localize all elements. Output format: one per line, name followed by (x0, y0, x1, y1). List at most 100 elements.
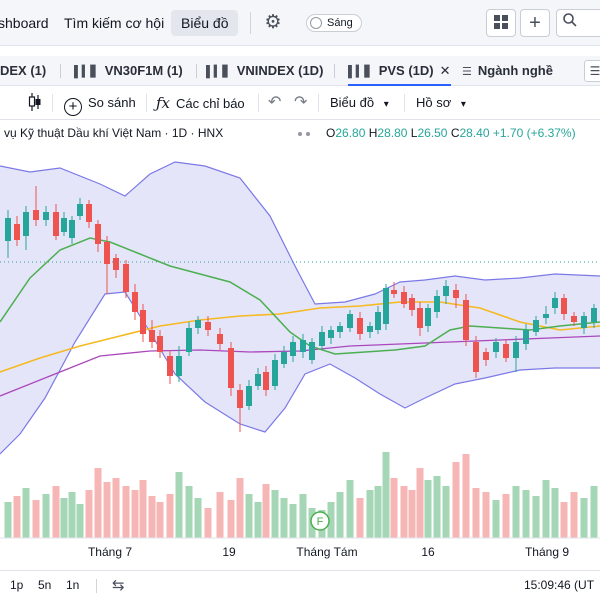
volume-bar (452, 462, 460, 538)
search-input[interactable] (556, 9, 600, 37)
x-tick-label: Tháng Tám (296, 545, 357, 559)
volume-bar (551, 488, 559, 538)
candle-body (43, 212, 49, 220)
volume-bar (271, 490, 279, 538)
candle-body (367, 326, 373, 332)
top-navigation: shboard Tìm kiếm cơ hội Biểu đồ ⚙ Sáng + (0, 0, 600, 46)
candle-body (337, 326, 343, 332)
candle-body (503, 344, 509, 358)
tab-label: Ngành nghề (477, 63, 553, 78)
tab-label: PVS (1D) (378, 63, 434, 78)
chart-bars-icon: ▌▍▋ (206, 66, 231, 78)
marker-label: F (317, 516, 324, 528)
candle-body (205, 322, 211, 330)
legend-dot (306, 132, 310, 136)
indicators-label: Các chỉ báo (176, 96, 245, 111)
add-icon[interactable]: + (520, 9, 550, 37)
bottom-separator (96, 579, 97, 593)
candle-body (228, 348, 234, 388)
toolbar-separator (52, 94, 53, 112)
nav-opportunity-search[interactable]: Tìm kiếm cơ hội (64, 15, 165, 31)
compare-button[interactable]: + So sánh (64, 86, 136, 120)
volume-bars (4, 452, 598, 538)
candle-body (309, 342, 315, 360)
gear-icon[interactable]: ⚙ (264, 12, 282, 33)
candle-body (149, 330, 155, 342)
compare-label: So sánh (88, 95, 136, 110)
volume-bar (103, 482, 111, 538)
volume-bar (131, 490, 139, 538)
chart-menu-button[interactable]: Biểu đồ ▾ (330, 86, 389, 120)
chart-menu-label: Biểu đồ (330, 95, 375, 110)
candle-body (443, 286, 449, 296)
candle-body (61, 218, 67, 232)
candle-body (591, 308, 597, 322)
add-circle-icon: + (64, 98, 82, 116)
undo-icon[interactable]: ↶ (268, 94, 282, 111)
candle-body (357, 318, 363, 334)
candle-body (328, 330, 334, 338)
timeframe-1n[interactable]: 1n (66, 578, 80, 592)
candle-style-icon[interactable] (28, 86, 42, 120)
candle-body (401, 292, 407, 304)
candle-body (53, 212, 59, 236)
candle-body (140, 310, 146, 334)
x-tick-label: 19 (222, 545, 236, 559)
toolbar-separator (146, 94, 147, 112)
volume-bar (32, 500, 40, 538)
date-range-icon[interactable]: ⇆ (112, 577, 125, 594)
candle-body (561, 298, 567, 314)
volume-bar (262, 484, 270, 538)
nav-dashboard[interactable]: shboard (0, 15, 49, 31)
bollinger-upper-line (0, 161, 600, 305)
price-chart[interactable]: F Tháng 7 19 Tháng Tám 16 Tháng 9 (0, 146, 600, 566)
close-icon[interactable]: ✕ (439, 63, 451, 78)
volume-bar (424, 480, 432, 538)
bollinger-bands (0, 161, 600, 455)
bollinger-fill (0, 162, 600, 454)
candle-body (272, 360, 278, 386)
volume-bar (68, 492, 76, 538)
volume-bar (502, 494, 510, 538)
volume-bar (532, 496, 540, 538)
toolbar-separator (318, 94, 319, 112)
candle-body (237, 390, 243, 408)
tab-industry[interactable]: ☰ Ngành nghề (462, 56, 553, 86)
volume-bar (13, 496, 21, 538)
nav-chart[interactable]: Biểu đồ (171, 10, 239, 36)
list-icon: ☰ (462, 66, 472, 78)
theme-toggle[interactable]: Sáng (306, 14, 362, 32)
tab-label: VNINDEX (1D) (236, 63, 324, 78)
candle-body (543, 314, 549, 318)
timeframe-1p[interactable]: 1p (10, 578, 24, 592)
candle-body (290, 342, 296, 356)
timeframe-5n[interactable]: 5n (38, 578, 52, 592)
layout-grid-icon[interactable] (486, 9, 516, 37)
candle-body (552, 298, 558, 308)
profile-menu-button[interactable]: Hồ sơ ▾ (416, 86, 466, 120)
candle-body (104, 242, 110, 264)
candle-body (86, 204, 92, 222)
nav-divider (250, 12, 251, 34)
redo-icon[interactable]: ↷ (294, 94, 308, 111)
candle-body (347, 314, 353, 328)
volume-bar (299, 494, 307, 538)
indicators-button[interactable]: ƒx Các chỉ báo (156, 86, 245, 120)
candle-body (434, 296, 440, 312)
tab-vn30f1m[interactable]: ▌▍▋ VN30F1M (1) (74, 56, 183, 86)
legend-dot (298, 132, 302, 136)
candle-body (581, 316, 587, 328)
event-marker[interactable]: F (310, 511, 330, 531)
tab-pvs[interactable]: ▌▍▋ PVS (1D) ✕ (348, 56, 451, 86)
volume-bar (148, 496, 156, 538)
tab-dex[interactable]: DEX (1) (0, 56, 46, 86)
candle-body (95, 224, 101, 244)
chevron-down-icon: ▾ (460, 99, 466, 110)
open-label: O (326, 126, 336, 140)
candle-body (300, 340, 306, 352)
tab-vnindex[interactable]: ▌▍▋ VNINDEX (1D) (206, 56, 323, 86)
volume-bar (76, 504, 84, 538)
candle-body (23, 212, 29, 236)
tab-menu-icon[interactable]: ☰ (584, 60, 600, 82)
time-axis: Tháng 7 19 Tháng Tám 16 Tháng 9 (88, 545, 569, 559)
